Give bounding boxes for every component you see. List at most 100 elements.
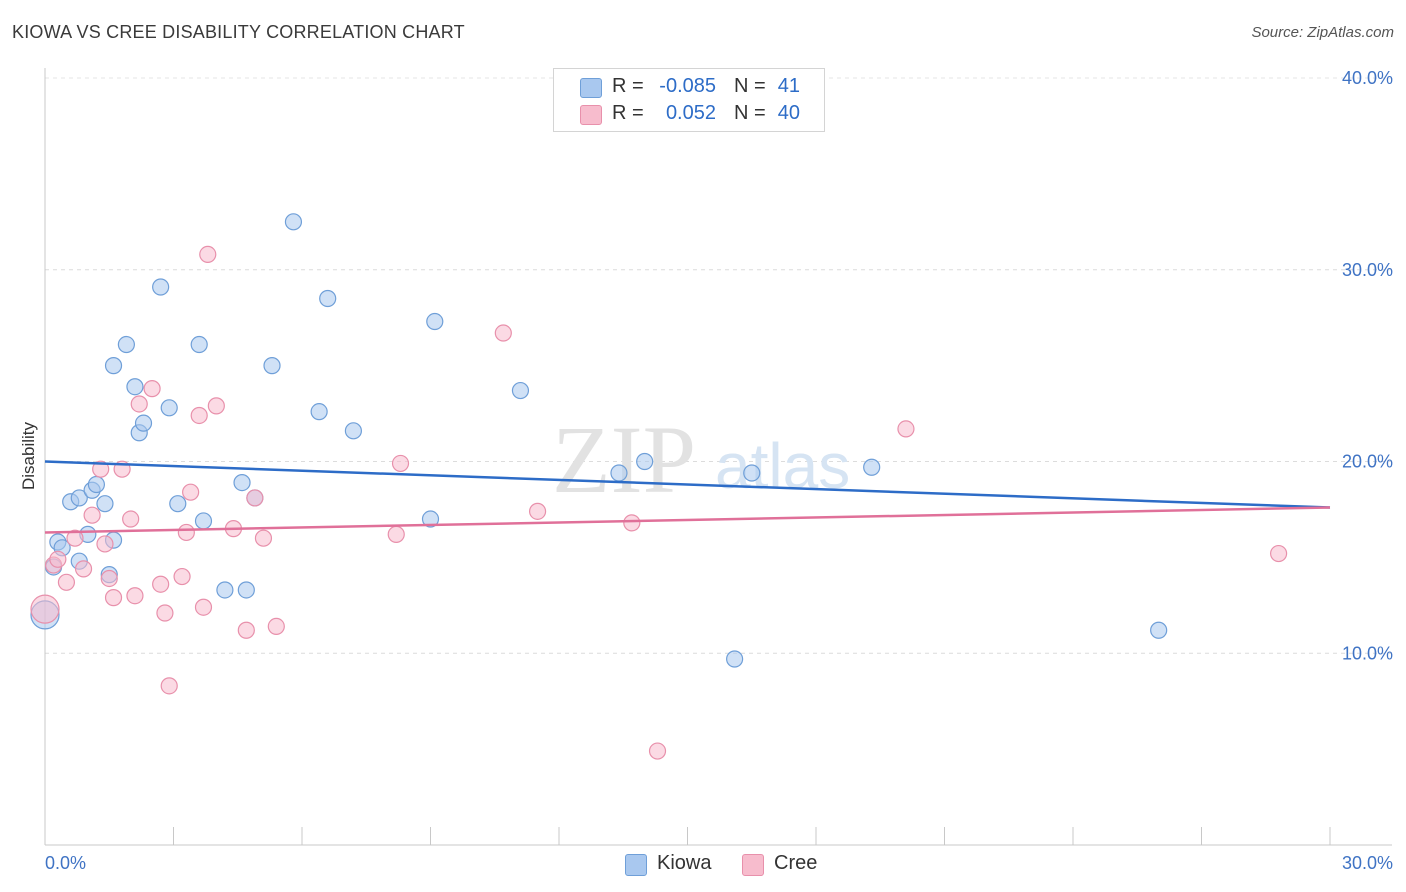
- cree-point: [391, 454, 410, 473]
- source-credit: Source: ZipAtlas.com: [1251, 24, 1394, 41]
- cree-point: [83, 506, 101, 524]
- cree-point: [49, 550, 67, 568]
- x-tick-label: 30.0%: [1342, 853, 1393, 873]
- cree-point: [96, 535, 114, 553]
- correlation-legend: R = -0.085 N = 41 R = 0.052 N = 40: [553, 68, 825, 132]
- cree-point: [237, 621, 255, 639]
- cree-point: [194, 598, 213, 616]
- axes: [44, 68, 1392, 846]
- kiowa-point: [1150, 621, 1168, 639]
- n-value: 41: [777, 75, 800, 97]
- kiowa-point: [104, 357, 123, 375]
- gridlines: [45, 77, 1392, 654]
- tick-labels: 10.0% 20.0% 30.0% 40.0% 0.0% 30.0%: [45, 68, 1393, 873]
- cree-point: [104, 589, 123, 607]
- kiowa-point: [421, 510, 440, 528]
- legend-row-kiowa: R = -0.085 N = 41: [554, 75, 824, 101]
- cree-label: Cree: [774, 852, 818, 874]
- cree-point: [100, 569, 118, 588]
- kiowa-point: [134, 414, 153, 432]
- cree-point: [177, 523, 195, 542]
- kiowa-label: Kiowa: [657, 852, 712, 874]
- cree-point: [57, 573, 76, 591]
- cree-swatch: [742, 854, 764, 876]
- n-value: 40: [777, 102, 800, 124]
- kiowa-point: [70, 489, 88, 507]
- cree-point: [199, 245, 217, 264]
- cree-point: [92, 460, 110, 478]
- cree-point: [494, 324, 512, 342]
- kiowa-point: [863, 458, 881, 476]
- y-tick-label: 10.0%: [1342, 643, 1393, 663]
- kiowa-point: [284, 213, 303, 231]
- cree-point: [190, 406, 208, 425]
- cree-point: [126, 587, 144, 605]
- kiowa-point: [160, 399, 178, 417]
- cree-point: [387, 525, 405, 543]
- cree-point: [30, 594, 60, 624]
- y-tick-label: 30.0%: [1342, 260, 1393, 280]
- cree-point: [143, 380, 161, 398]
- kiowa-point: [426, 312, 444, 331]
- n-label: N =: [734, 75, 766, 97]
- cree-point: [528, 502, 547, 520]
- watermark: ZIP atlas: [552, 406, 850, 513]
- kiowa-point: [636, 452, 654, 471]
- kiowa-point: [233, 473, 251, 492]
- kiowa-swatch: [625, 854, 647, 876]
- cree-point: [648, 742, 667, 760]
- y-tick-label: 20.0%: [1342, 452, 1393, 472]
- cree-point: [182, 483, 200, 501]
- cree-point: [160, 677, 178, 695]
- cree-point: [254, 529, 273, 547]
- kiowa-point: [310, 403, 328, 421]
- kiowa-point: [96, 495, 114, 513]
- cree-point: [1269, 544, 1288, 563]
- cree-point: [897, 420, 915, 438]
- kiowa-point: [511, 381, 530, 400]
- kiowa-point: [117, 335, 135, 354]
- kiowa-point: [194, 512, 213, 530]
- cree-point: [623, 514, 641, 532]
- cree-point: [207, 397, 225, 415]
- cree-point: [66, 529, 84, 547]
- kiowa-point: [216, 581, 234, 599]
- kiowa-point: [344, 422, 362, 440]
- kiowa-point: [87, 475, 106, 494]
- trend-lines: [44, 460, 1331, 534]
- cree-point: [156, 604, 174, 622]
- kiowa-point: [152, 278, 170, 296]
- chart-title: KIOWA VS CREE DISABILITY CORRELATION CHA…: [12, 22, 465, 42]
- cree-point: [74, 560, 93, 578]
- legend-row-cree: R = 0.052 N = 40: [554, 102, 824, 128]
- kiowa-point: [743, 464, 761, 482]
- watermark-zip: ZIP: [552, 406, 696, 513]
- kiowa-trend-line: [44, 460, 1331, 509]
- kiowa-point: [263, 357, 281, 375]
- r-label: R =: [612, 102, 644, 124]
- watermark-atlas: atlas: [715, 430, 850, 502]
- y-tick-label: 40.0%: [1342, 68, 1393, 88]
- cree-point: [246, 489, 264, 507]
- kiowa-point: [237, 581, 255, 599]
- x-tick-label: 0.0%: [45, 853, 86, 873]
- kiowa-swatch: [580, 78, 602, 98]
- kiowa-point: [190, 335, 208, 354]
- kiowa-point: [726, 650, 744, 668]
- cree-swatch: [580, 105, 602, 125]
- cree-point: [122, 510, 140, 528]
- kiowa-point: [319, 289, 337, 308]
- cree-trend-line: [44, 506, 1331, 534]
- kiowa-point: [126, 378, 144, 396]
- r-label: R =: [612, 75, 644, 97]
- cree-point: [267, 617, 285, 636]
- cree-point: [130, 395, 148, 413]
- cree-point: [173, 567, 191, 586]
- y-axis-label: Disability: [19, 421, 38, 490]
- n-label: N =: [734, 102, 766, 124]
- cree-point: [152, 575, 170, 593]
- kiowa-point: [610, 464, 628, 482]
- r-value: -0.085: [659, 75, 716, 97]
- kiowa-point: [169, 495, 187, 513]
